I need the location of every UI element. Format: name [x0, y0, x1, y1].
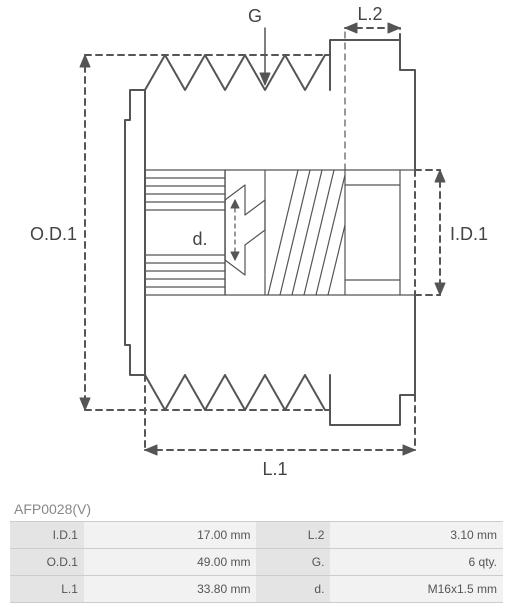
- label-l2: L.2: [357, 4, 382, 24]
- label-od1: O.D.1: [30, 224, 77, 244]
- spec-label: O.D.1: [10, 549, 84, 576]
- table-row: O.D.1 49.00 mm G. 6 qty.: [10, 549, 503, 576]
- spec-value: 49.00 mm: [84, 549, 257, 576]
- spec-label: L.2: [256, 522, 330, 549]
- table-row: L.1 33.80 mm d. M16x1.5 mm: [10, 576, 503, 603]
- spec-label: I.D.1: [10, 522, 84, 549]
- part-number: AFP0028(V): [10, 495, 503, 522]
- spec-value: 3.10 mm: [330, 522, 503, 549]
- spec-table-area: AFP0028(V) I.D.1 17.00 mm L.2 3.10 mm O.…: [10, 495, 503, 603]
- spec-table: I.D.1 17.00 mm L.2 3.10 mm O.D.1 49.00 m…: [10, 522, 503, 603]
- spec-value: 33.80 mm: [84, 576, 257, 603]
- table-row: I.D.1 17.00 mm L.2 3.10 mm: [10, 522, 503, 549]
- technical-diagram: O.D.1 I.D.1 L.1 L.2 G d.: [0, 0, 513, 495]
- spec-label: L.1: [10, 576, 84, 603]
- spec-label: d.: [256, 576, 330, 603]
- label-g: G: [248, 6, 262, 26]
- label-d: d.: [192, 229, 207, 249]
- spec-value: 17.00 mm: [84, 522, 257, 549]
- label-l1: L.1: [262, 459, 287, 479]
- spec-label: G.: [256, 549, 330, 576]
- spec-value: 6 qty.: [330, 549, 503, 576]
- label-id1: I.D.1: [450, 224, 488, 244]
- spec-value: M16x1.5 mm: [330, 576, 503, 603]
